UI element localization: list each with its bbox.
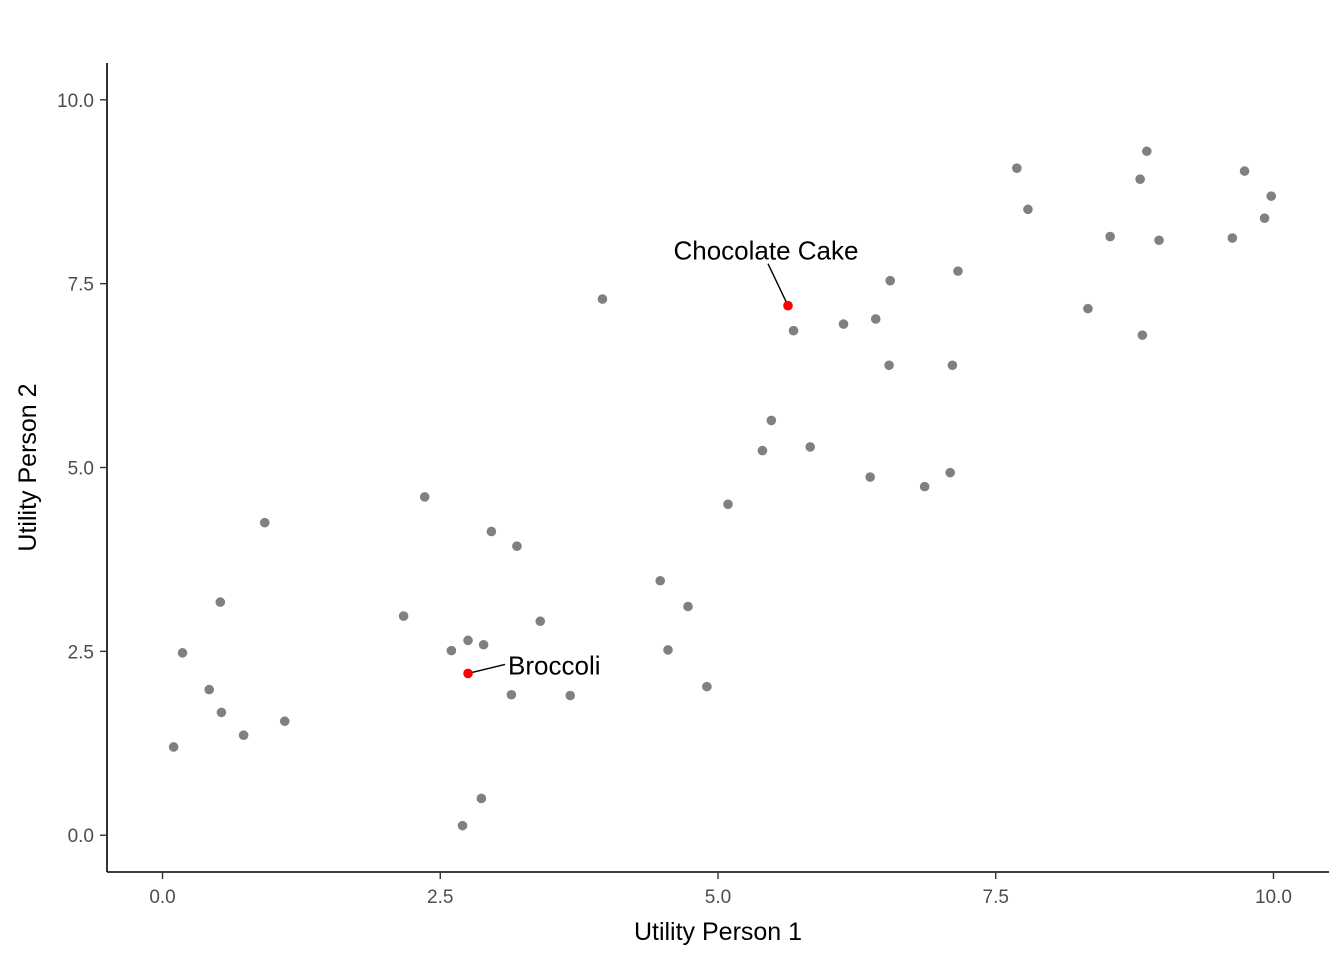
y-tick-label: 2.5 [68,642,94,663]
data-point [757,445,768,456]
data-point [1105,231,1115,242]
data-point [1227,233,1238,243]
x-axis-title: Utility Person 1 [634,918,802,946]
leader-line [767,263,789,307]
data-point [238,730,249,741]
data-point [702,681,712,692]
data-point [723,499,733,510]
data-point [398,611,409,621]
data-point [177,648,188,658]
y-tick-label: 10.0 [57,91,94,112]
data-point [535,616,546,627]
data-point [870,314,881,324]
data-point [565,690,576,701]
y-tick-label: 0.0 [68,826,94,847]
axes-layer: 0.0 2.5 5.0 7.5 10.0 0.0 2.5 5.0 7.5 10.0 [57,63,1329,908]
x-tick-label: 2.5 [427,887,453,908]
data-point [1142,146,1152,157]
data-point [1135,174,1145,185]
data-point [1023,204,1033,215]
data-point [216,707,227,718]
data-point [1154,235,1164,246]
data-point [1137,330,1148,340]
data-point [597,294,608,304]
data-point [947,360,958,371]
data-point [865,472,875,482]
data-point [838,319,849,329]
y-tick-label: 5.0 [68,459,94,480]
point-annotation: Broccoli [508,650,600,680]
data-point [1239,166,1250,176]
data-point [683,601,693,612]
data-point [478,639,489,650]
x-ticks: 0.0 2.5 5.0 7.5 10.0 [149,872,1292,908]
point-annotation: Chocolate Cake [673,236,858,266]
data-point [486,526,497,537]
leader-line [467,663,506,675]
data-point [279,716,290,727]
data-point [1012,163,1022,173]
x-tick-label: 0.0 [149,887,175,908]
data-point [885,275,895,286]
data-point [463,635,473,646]
data-point [512,541,522,551]
data-point [1259,213,1270,223]
data-point [953,266,963,276]
x-tick-label: 7.5 [983,887,1009,908]
data-point [419,492,430,502]
data-point [788,325,799,336]
highlight-layer: Chocolate Cake Broccoli [463,236,858,680]
data-point [446,645,457,656]
data-point [884,360,894,371]
data-point [457,820,468,831]
y-ticks: 0.0 2.5 5.0 7.5 10.0 [57,91,107,847]
data-point [945,467,955,478]
highlighted-point [463,668,473,679]
data-point [1083,303,1093,314]
y-axis-title: Utility Person 2 [14,383,42,551]
y-tick-label: 7.5 [68,275,94,296]
data-point [168,742,179,752]
data-point [766,415,777,426]
data-point [259,517,270,528]
data-point [506,689,517,700]
points-layer [168,146,1277,831]
x-tick-label: 10.0 [1255,887,1292,908]
data-point [919,481,930,492]
data-point [805,442,816,452]
data-point [204,684,215,695]
data-point [215,597,226,607]
data-point [476,793,487,804]
data-point [663,645,673,655]
data-point [655,575,666,586]
highlighted-point [783,300,793,311]
x-tick-label: 5.0 [705,887,731,908]
data-point [1266,191,1277,201]
